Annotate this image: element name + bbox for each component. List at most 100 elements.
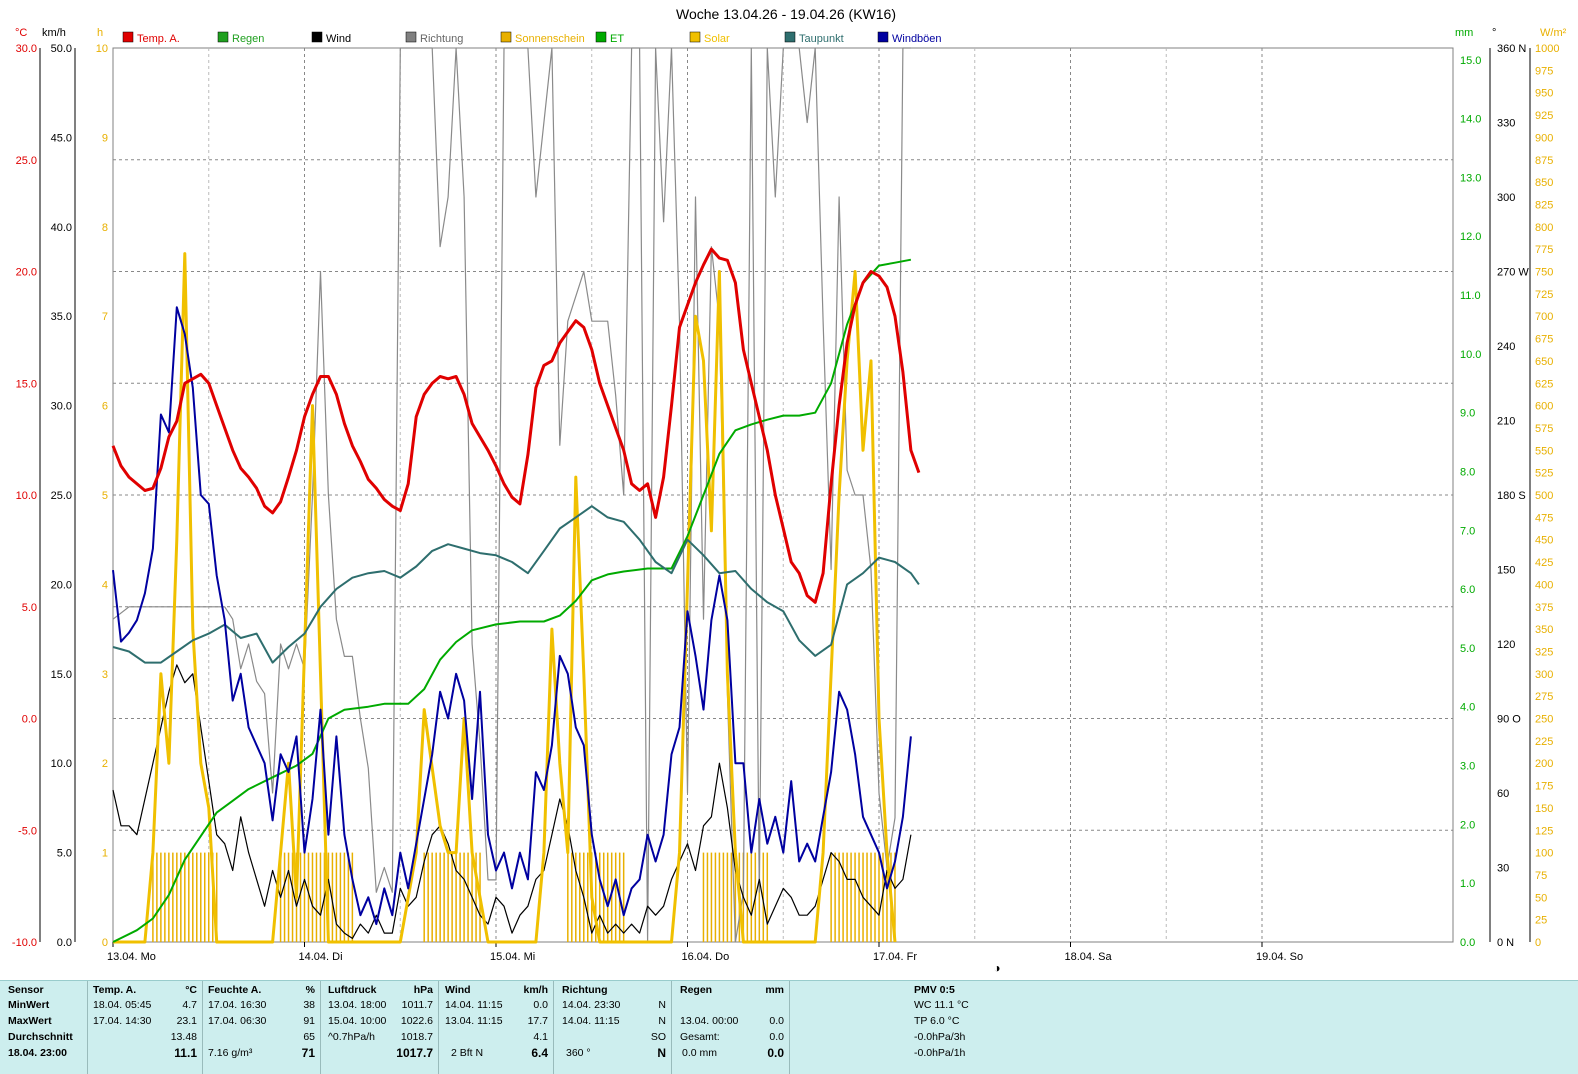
stats-pmv-row: -0.0hPa/1h: [914, 1047, 966, 1059]
legend-swatch: [595, 31, 607, 43]
solar-tick-label: 925: [1535, 110, 1553, 122]
legend-label: Windböen: [892, 33, 942, 45]
stats-header: Feuchte A.: [208, 984, 262, 996]
rain-tick-label: 15.0: [1460, 55, 1481, 67]
stats-row-label: Durchschnitt: [8, 1031, 73, 1043]
axes: 13.04. Mo 14.04. Di 15.04. Mi 16.04. Do 17.0…: [12, 27, 1567, 963]
solar-tick-label: 225: [1535, 736, 1553, 748]
solar-tick-label: 975: [1535, 65, 1553, 77]
stats-pmv-row: WC 11.1 °C: [914, 999, 969, 1011]
dir-tick-label: 60: [1497, 788, 1509, 800]
sun-tick-label: 4: [102, 579, 108, 591]
series-wind: [112, 664, 912, 940]
stats-temp: Temp. A. °C 18.04. 05:45 4.7 17.04. 14:30 2…: [88, 981, 203, 1074]
stats-value: 1022.6: [400, 1015, 433, 1027]
stats-value: 0.0: [533, 999, 548, 1011]
series-et: [112, 258, 912, 943]
stats-row-label: 18.04. 23:00: [8, 1047, 67, 1059]
stats-time: 13.04. 18:00: [328, 999, 387, 1011]
solar-tick-label: 475: [1535, 512, 1553, 524]
grid-lines: [113, 48, 1453, 942]
temp-tick-label: 15.0: [16, 378, 37, 390]
solar-tick-label: 875: [1535, 155, 1553, 167]
series-temp: [111, 247, 921, 604]
solar-tick-label: 775: [1535, 244, 1553, 256]
stats-value: 11.1: [174, 1046, 197, 1060]
solar-tick-label: 750: [1535, 267, 1553, 279]
solar-tick-label: 625: [1535, 378, 1553, 390]
legend-label: Temp. A.: [137, 33, 180, 45]
sun-tick-label: 7: [102, 311, 108, 323]
stats-value: 0.0: [769, 1031, 784, 1043]
temp-unit-label: °C: [15, 27, 27, 39]
stats-time: 15.04. 10:00: [328, 1015, 387, 1027]
weather-chart: Woche 13.04.26 - 19.04.26 (KW16) Temp. A…: [12, 6, 1567, 975]
temp-tick-label: -5.0: [18, 825, 37, 837]
solar-tick-label: 125: [1535, 825, 1553, 837]
legend-swatch: [217, 31, 229, 43]
stats-value: 0.0: [769, 1015, 784, 1027]
stats-header: Temp. A.: [93, 984, 137, 996]
dir-tick-label: 150: [1497, 565, 1515, 577]
solar-tick-label: 825: [1535, 199, 1553, 211]
stats-unit: km/h: [523, 984, 548, 996]
stats-value: 65: [303, 1031, 315, 1043]
stats-value: 1017.7: [396, 1046, 433, 1060]
solar-tick-label: 375: [1535, 602, 1553, 614]
stats-time: 18.04. 05:45: [93, 999, 152, 1011]
rain-tick-label: 14.0: [1460, 114, 1481, 126]
rain-tick-label: 12.0: [1460, 231, 1481, 243]
rain-tick-label: 6.0: [1460, 584, 1475, 596]
rain-tick-label: 7.0: [1460, 525, 1475, 537]
rain-tick-label: 11.0: [1460, 290, 1481, 302]
solar-tick-label: 275: [1535, 691, 1553, 703]
stats-pmv-row: -0.0hPa/3h: [914, 1031, 966, 1043]
legend-label: Taupunkt: [799, 33, 844, 45]
rain-tick-label: 4.0: [1460, 702, 1475, 714]
stats-time: 17.04. 14:30: [93, 1015, 152, 1027]
solar-tick-label: 150: [1535, 803, 1553, 815]
stats-unit: mm: [765, 984, 784, 996]
stats-value: 38: [303, 999, 315, 1011]
dir-tick-label: 0 N: [1497, 937, 1514, 949]
legend-label: Sonnenschein: [515, 33, 585, 45]
sun-tick-label: 8: [102, 222, 108, 234]
rain-tick-label: 9.0: [1460, 408, 1475, 420]
stats-sensor: Sensor MinWert MaxWert Durchschnitt 18.0…: [0, 981, 88, 1074]
temp-tick-label: 5.0: [22, 602, 37, 614]
wind-tick-label: 40.0: [51, 222, 72, 234]
stats-pmv: PMV 0:5 WC 11.1 °C TP 6.0 °C -0.0hPa/3h …: [790, 981, 1577, 1074]
dir-tick-label: 180 S: [1497, 490, 1526, 502]
stats-wind: Wind km/h 14.04. 11:15 0.0 13.04. 11:15 17.…: [439, 981, 554, 1074]
stats-value: 4.1: [533, 1031, 548, 1043]
wind-tick-label: 15.0: [51, 669, 72, 681]
stats-value: 71: [301, 1046, 315, 1060]
stats-feuchte: Feuchte A.% 17.04. 16:30 38 17.04. 06:30 9…: [203, 981, 321, 1074]
rain-tick-label: 2.0: [1460, 819, 1475, 831]
sun-unit-label: h: [97, 27, 103, 39]
legend-swatch: [500, 31, 512, 43]
chart-title: Woche 13.04.26 - 19.04.26 (KW16): [676, 6, 896, 22]
legend-label: ET: [610, 33, 624, 45]
stats-header: Richtung: [562, 984, 608, 996]
stats-time: 14.04. 11:15: [562, 1015, 620, 1027]
solar-tick-label: 500: [1535, 490, 1553, 502]
solar-tick-label: 25: [1535, 915, 1547, 927]
stats-time: 13.04. 00:00: [680, 1015, 739, 1027]
x-tick-label: 18.04. Sa: [1065, 951, 1113, 963]
stats-regen: Regen mm 13.04. 00:00 0.0 Gesamt: 0.0 0.0 m…: [672, 981, 790, 1074]
wind-tick-label: 5.0: [57, 848, 72, 860]
stats-value: 13.48: [170, 1031, 197, 1043]
solar-tick-label: 1000: [1535, 43, 1559, 55]
sun-tick-label: 2: [102, 758, 108, 770]
sun-tick-label: 10: [96, 43, 108, 55]
stats-value: 1011.7: [401, 999, 433, 1011]
series-solar: [113, 252, 897, 944]
legend-swatch: [311, 31, 323, 43]
series-lines: [111, 47, 921, 944]
stats-sensor-header: Sensor: [8, 984, 44, 996]
sun-tick-label: 9: [102, 132, 108, 144]
solar-tick-label: 850: [1535, 177, 1553, 189]
wind-unit-label: km/h: [42, 27, 66, 39]
wind-tick-label: 25.0: [51, 490, 72, 502]
